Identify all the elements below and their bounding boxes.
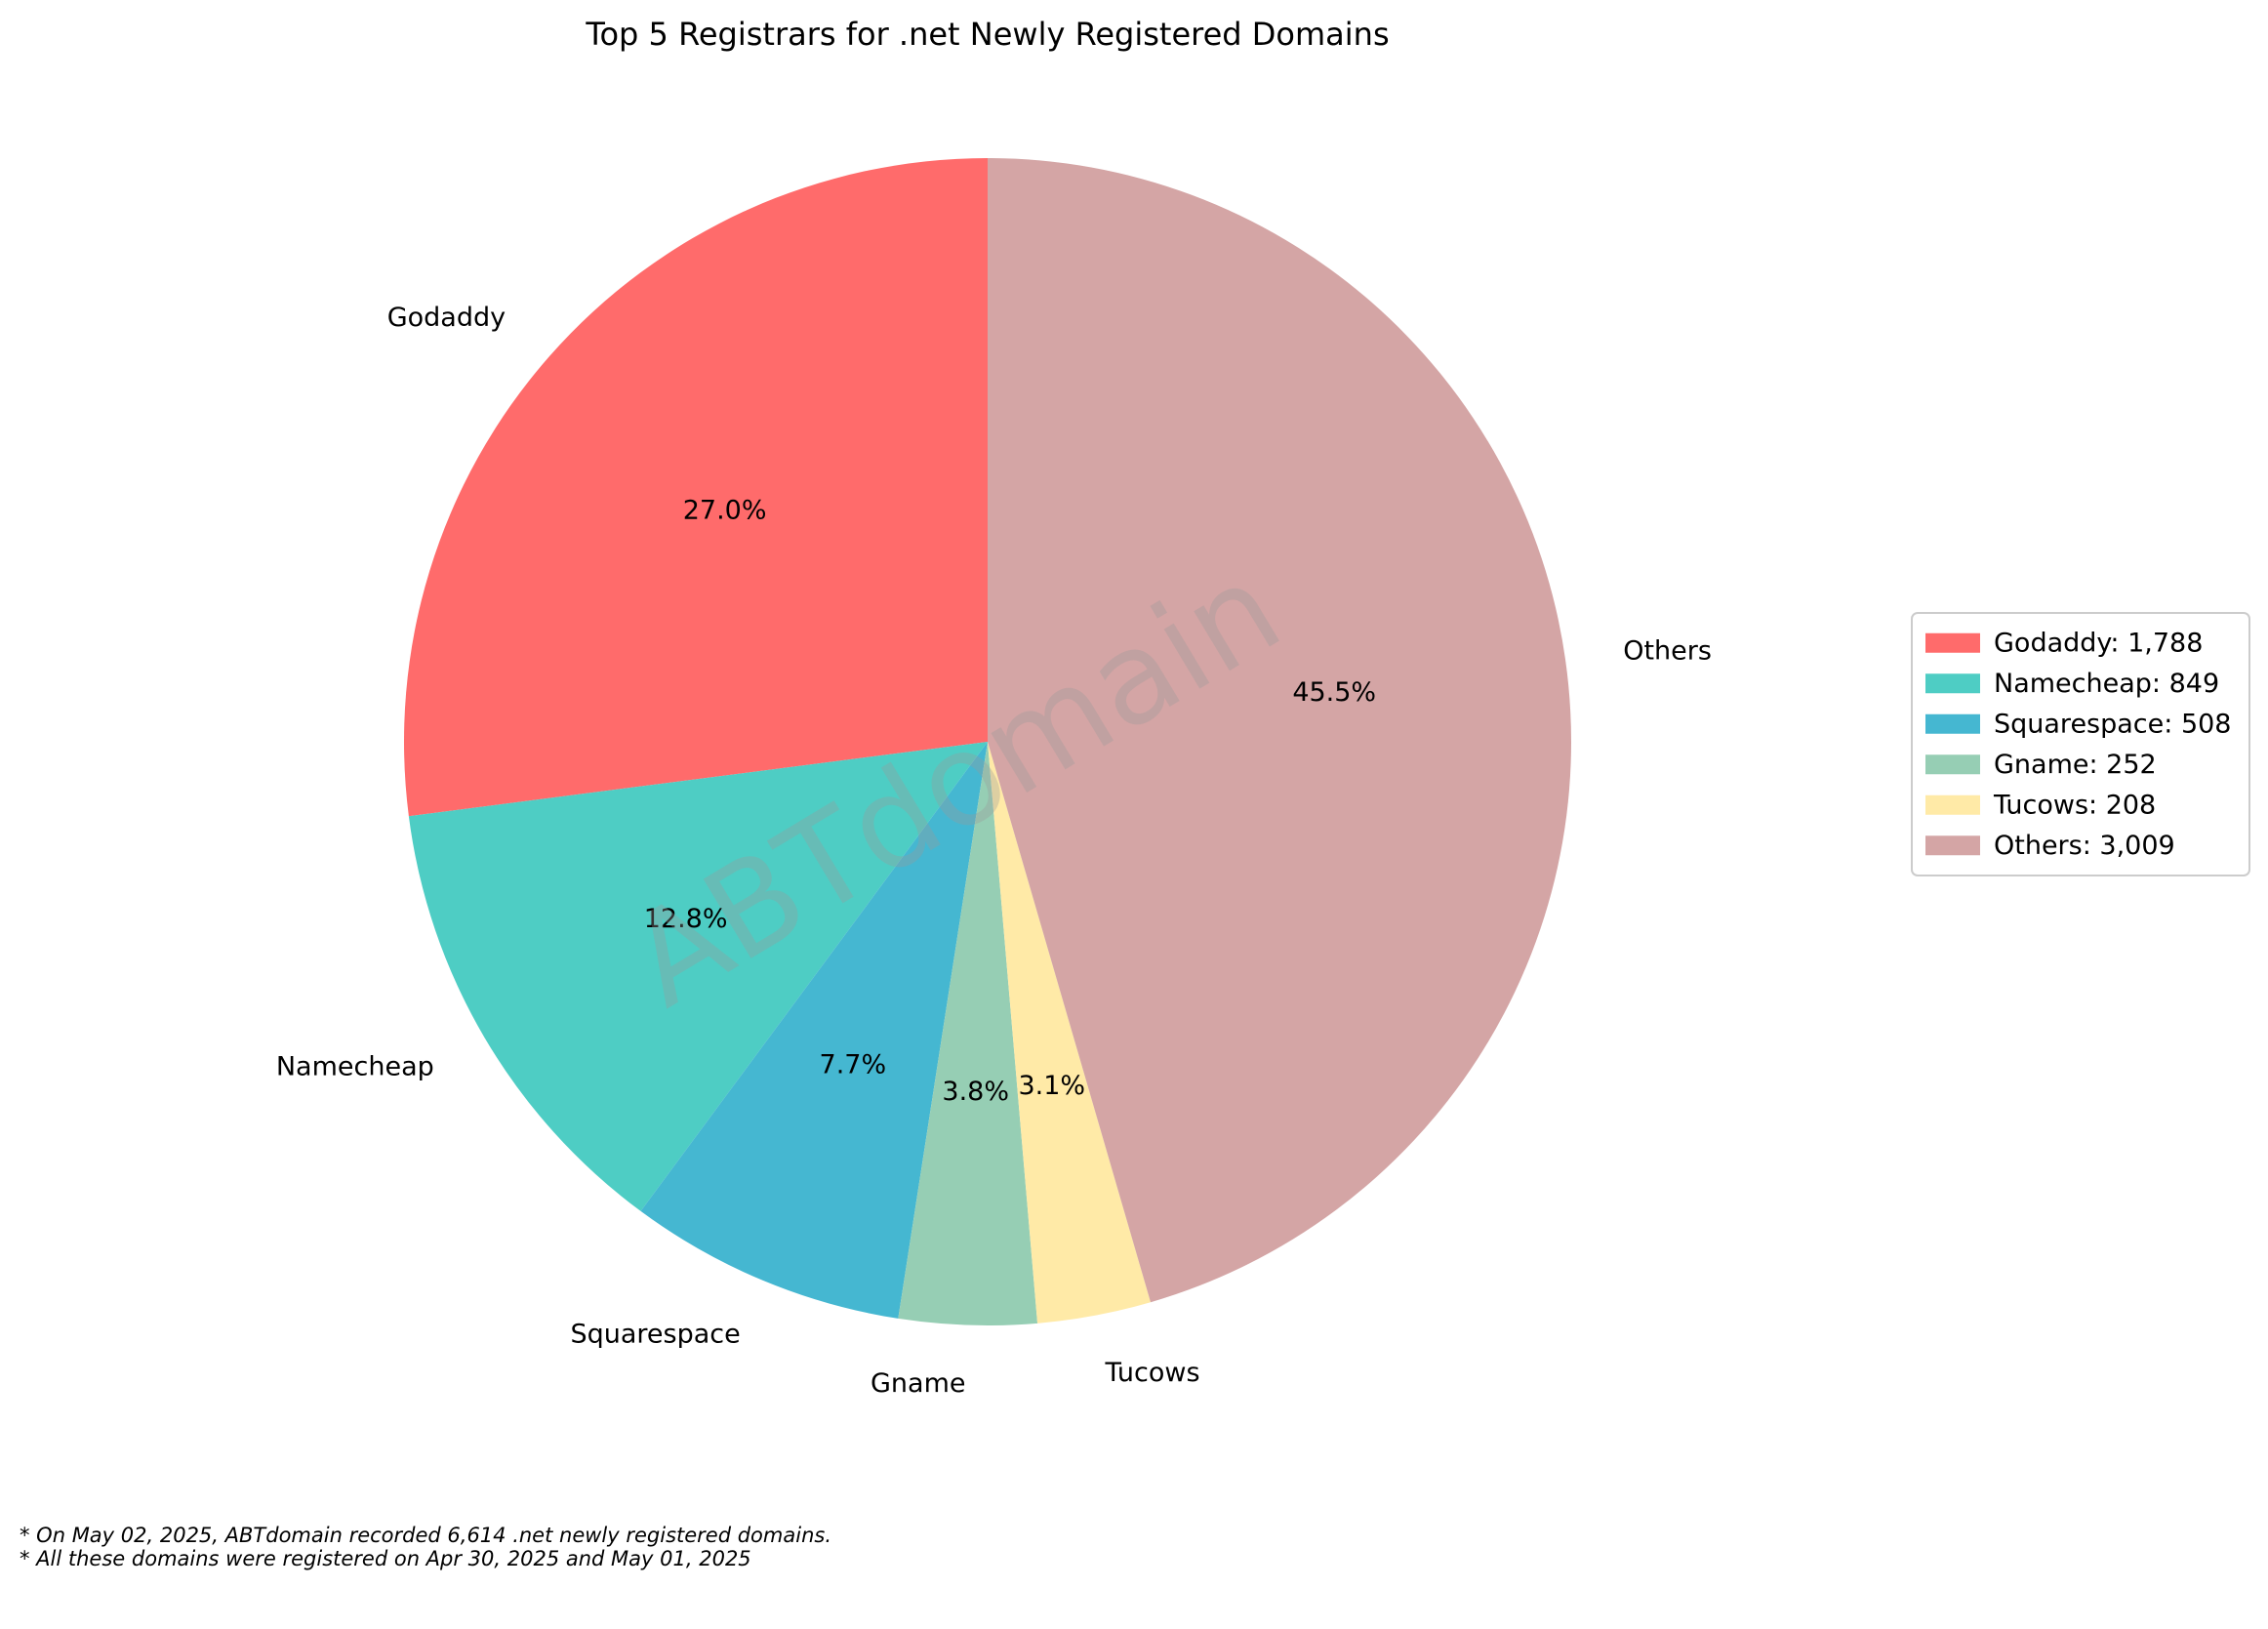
legend-label-others: Others: 3,009: [1994, 831, 2175, 861]
percent-label-squarespace: 7.7%: [820, 1050, 887, 1080]
slice-label-squarespace: Squarespace: [570, 1320, 740, 1350]
pie-slice-godaddy: [403, 158, 988, 817]
pie-slice-others: [988, 158, 1571, 1303]
legend-swatch-godaddy: [1925, 632, 1980, 653]
percent-label-others: 45.5%: [1292, 677, 1376, 708]
legend-swatch-tucows: [1925, 794, 1980, 815]
chart-title: Top 5 Registrars for .net Newly Register…: [585, 16, 1389, 53]
legend-swatch-namecheap: [1925, 673, 1980, 694]
pie-slices: [403, 158, 1571, 1326]
footnote-1: * On May 02, 2025, ABTdomain recorded 6,…: [20, 1524, 831, 1547]
pie-slice-squarespace: [640, 742, 988, 1319]
legend-swatch-others: [1925, 835, 1980, 856]
legend-label-squarespace: Squarespace: 508: [1994, 709, 2231, 739]
slice-label-others: Others: [1623, 636, 1712, 667]
percent-label-gname: 3.8%: [942, 1077, 1009, 1107]
slice-labels: Godaddy 27.0% Namecheap 12.8% Squarespace 7.7…: [276, 303, 1712, 1399]
footnote-2: * All these domains were registered on A…: [20, 1547, 751, 1570]
percent-label-namecheap: 12.8%: [644, 904, 728, 934]
slice-label-namecheap: Namecheap: [276, 1052, 434, 1082]
percent-label-tucows: 3.1%: [1018, 1071, 1085, 1101]
pie-slice-gname: [898, 742, 1038, 1326]
legend-frame: [1911, 612, 2250, 876]
slice-label-tucows: Tucows: [1105, 1358, 1200, 1388]
legend-label-namecheap: Namecheap: 849: [1994, 669, 2219, 699]
legend-label-gname: Gname: 252: [1994, 750, 2157, 780]
pie-slice-namecheap: [408, 742, 989, 1211]
legend-swatch-gname: [1925, 754, 1980, 775]
legend-swatch-squarespace: [1925, 713, 1980, 734]
legend-label-tucows: Tucows: 208: [1993, 790, 2156, 820]
legend: Godaddy: 1,788 Namecheap: 849 Squarespace:…: [1911, 612, 2250, 876]
percent-label-godaddy: 27.0%: [683, 496, 767, 526]
legend-label-godaddy: Godaddy: 1,788: [1994, 628, 2203, 658]
pie-slice-tucows: [988, 742, 1152, 1324]
slice-label-gname: Gname: [871, 1368, 966, 1399]
slice-label-godaddy: Godaddy: [387, 303, 506, 333]
